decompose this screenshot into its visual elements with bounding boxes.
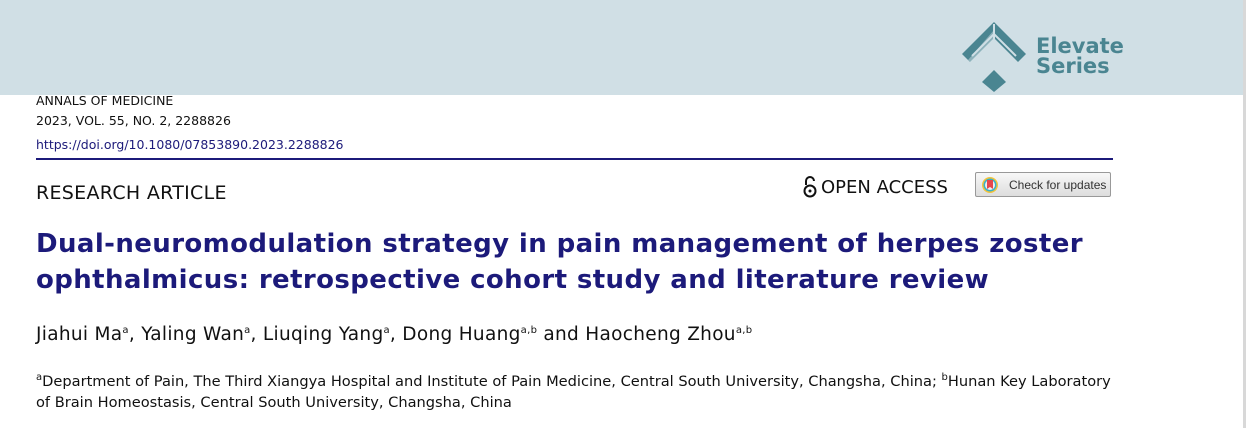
author-name[interactable]: Liuqing Yang bbox=[262, 324, 384, 345]
journal-citation: 2023, VOL. 55, NO. 2, 2288826 bbox=[36, 113, 231, 128]
author-name[interactable]: Jiahui Ma bbox=[36, 324, 123, 345]
open-lock-icon bbox=[803, 176, 817, 198]
header-rule bbox=[36, 158, 1113, 160]
crossmark-icon bbox=[982, 176, 998, 193]
affiliations: aDepartment of Pain, The Third Xiangya H… bbox=[36, 367, 1116, 413]
article-title: Dual-neuromodulation strategy in pain ma… bbox=[36, 229, 1083, 295]
page-border bbox=[1243, 0, 1246, 428]
check-for-updates-label: Check for updates bbox=[1009, 177, 1107, 192]
author-separator: , bbox=[250, 324, 263, 345]
author-affiliation-mark: a bbox=[244, 324, 251, 336]
affiliation-mark: b bbox=[941, 372, 948, 383]
author-separator: , bbox=[389, 324, 403, 345]
author-affiliation-mark: a bbox=[122, 324, 129, 336]
author-separator: and bbox=[537, 324, 586, 345]
open-access-label: OPEN ACCESS bbox=[821, 176, 948, 198]
logo-line-2: Series bbox=[1036, 54, 1110, 78]
article-type: RESEARCH ARTICLE bbox=[36, 182, 227, 204]
author-affiliation-mark: a,b bbox=[520, 324, 538, 336]
doi-link[interactable]: https://doi.org/10.1080/07853890.2023.22… bbox=[36, 137, 344, 152]
journal-name: ANNALS OF MEDICINE bbox=[36, 93, 174, 108]
affiliation-text: Department of Pain, The Third Xiangya Ho… bbox=[42, 372, 942, 390]
affiliation-text: Hunan Key Laboratory of Brain Homeostasi… bbox=[36, 372, 1111, 411]
author-affiliation-mark: a bbox=[383, 324, 390, 336]
elevate-series-logo-icon bbox=[962, 22, 1026, 92]
elevate-series-logo-text: Elevate Series bbox=[1036, 34, 1124, 78]
logo-line-1: Elevate bbox=[1036, 34, 1124, 58]
check-for-updates-button[interactable]: Check for updates bbox=[975, 172, 1111, 197]
open-access-badge: OPEN ACCESS bbox=[803, 176, 948, 198]
author-list: Jiahui Maa, Yaling Wana, Liuqing Yanga, … bbox=[36, 324, 752, 345]
author-affiliation-mark: a,b bbox=[735, 324, 753, 336]
author-name[interactable]: Dong Huang bbox=[402, 324, 521, 345]
journal-header-band bbox=[0, 0, 1243, 95]
author-separator: , bbox=[128, 324, 142, 345]
author-name[interactable]: Yaling Wan bbox=[141, 324, 245, 345]
author-name[interactable]: Haocheng Zhou bbox=[585, 324, 736, 345]
affiliation-mark: a bbox=[36, 372, 43, 383]
